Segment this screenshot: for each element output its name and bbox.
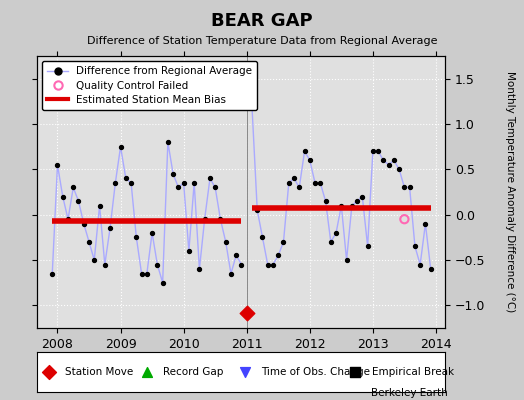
Point <box>179 180 188 186</box>
Point <box>106 225 114 232</box>
Point <box>411 243 419 250</box>
Point <box>385 162 393 168</box>
Point <box>427 266 435 272</box>
Point <box>143 369 151 375</box>
Point <box>48 270 57 277</box>
Point <box>64 216 72 222</box>
Point <box>264 261 272 268</box>
Text: BEAR GAP: BEAR GAP <box>211 12 313 30</box>
Point <box>127 180 135 186</box>
Point <box>316 180 324 186</box>
Point <box>337 202 345 209</box>
Point <box>116 144 125 150</box>
Point <box>216 216 225 222</box>
Point <box>274 252 282 259</box>
Point <box>227 270 235 277</box>
Point <box>342 257 351 263</box>
Point <box>326 239 335 245</box>
Point <box>80 220 88 227</box>
Point <box>195 266 204 272</box>
Point <box>358 193 366 200</box>
Legend: Difference from Regional Average, Quality Control Failed, Estimated Station Mean: Difference from Regional Average, Qualit… <box>42 61 257 110</box>
Point <box>45 369 53 375</box>
Point <box>101 261 109 268</box>
Text: Berkeley Earth: Berkeley Earth <box>372 388 448 398</box>
Point <box>416 261 424 268</box>
Point <box>258 234 267 240</box>
Point <box>158 280 167 286</box>
Point <box>211 184 220 191</box>
Point <box>232 252 241 259</box>
Point <box>353 198 361 204</box>
Point <box>132 234 140 240</box>
Point <box>222 239 230 245</box>
Point <box>206 175 214 182</box>
Point <box>364 243 372 250</box>
Y-axis label: Monthly Temperature Anomaly Difference (°C): Monthly Temperature Anomaly Difference (… <box>505 71 515 313</box>
Point <box>400 184 409 191</box>
Point <box>59 193 67 200</box>
Point <box>85 239 93 245</box>
Point <box>347 202 356 209</box>
Text: Difference of Station Temperature Data from Regional Average: Difference of Station Temperature Data f… <box>87 36 437 46</box>
Point <box>148 230 156 236</box>
Point <box>390 157 398 164</box>
Point <box>421 220 430 227</box>
Point <box>184 248 193 254</box>
Point <box>153 261 161 268</box>
Point <box>374 148 383 154</box>
Point <box>237 261 246 268</box>
Text: Record Gap: Record Gap <box>163 367 224 377</box>
Point <box>269 261 277 268</box>
Point <box>241 369 249 375</box>
Point <box>395 166 403 172</box>
Point <box>143 270 151 277</box>
Point <box>305 157 314 164</box>
Point <box>201 216 209 222</box>
Point <box>369 148 377 154</box>
Point <box>243 309 251 316</box>
Point <box>69 184 78 191</box>
Point <box>253 207 261 213</box>
Point <box>311 180 319 186</box>
Point <box>332 230 340 236</box>
Point <box>53 162 62 168</box>
Point <box>406 184 414 191</box>
Point <box>290 175 298 182</box>
Point <box>163 139 172 145</box>
Point <box>321 198 330 204</box>
Point <box>300 148 309 154</box>
Point <box>122 175 130 182</box>
Point <box>90 257 99 263</box>
Point <box>137 270 146 277</box>
Point <box>351 369 359 375</box>
Point <box>285 180 293 186</box>
Text: Time of Obs. Change: Time of Obs. Change <box>261 367 370 377</box>
Text: Station Move: Station Move <box>66 367 134 377</box>
Point <box>174 184 182 191</box>
Point <box>248 103 256 109</box>
Point <box>169 171 177 177</box>
Point <box>190 180 199 186</box>
Point <box>74 198 83 204</box>
Point <box>295 184 303 191</box>
Point <box>279 239 288 245</box>
Point <box>400 216 409 222</box>
Point <box>95 202 104 209</box>
Point <box>111 180 119 186</box>
Point <box>379 157 388 164</box>
Text: Empirical Break: Empirical Break <box>372 367 454 377</box>
